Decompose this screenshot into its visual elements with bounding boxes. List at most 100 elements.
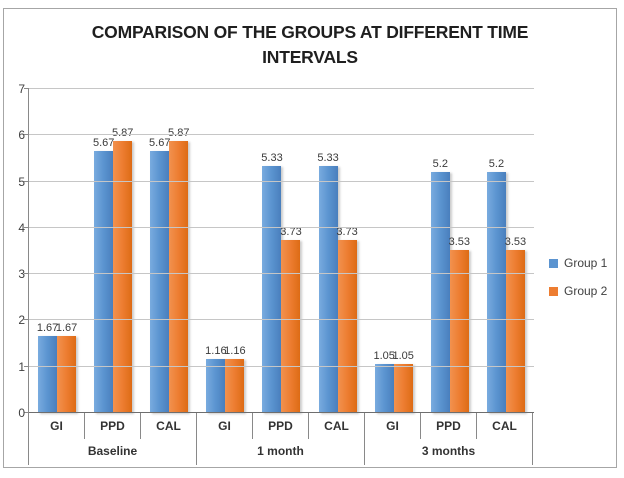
bar-cell: 5.2 3.53 [478,89,534,413]
legend-label: Group 2 [564,284,608,298]
plot-area: 1.671.675.675.875.675.871.161.165.333.73… [18,82,534,420]
gridline [29,273,534,275]
bar: 5.2 [430,158,450,413]
y-axis-label: 7 [18,82,25,96]
group-label: Baseline [87,444,138,458]
bar: 5.87 [112,127,133,413]
bar-data-label: 1.67 [55,321,78,334]
category-label: PPD [420,413,476,439]
category-label: GI [218,419,231,433]
bar: 5.87 [168,127,189,413]
category-row: GI PPD CAL [29,413,196,439]
bar-data-label: 3.73 [336,226,358,239]
bar-data-label: 1.05 [392,350,414,363]
gridline [29,319,534,321]
category-label: PPD [252,413,308,439]
bar: 1.16 [205,345,227,413]
y-axis-label: 5 [18,174,25,189]
category-label: GI [50,419,63,433]
bar: 3.73 [280,226,302,413]
gridline [29,180,534,182]
y-axis-tick [24,412,29,413]
y-axis-tick [24,365,29,367]
y-axis-label: 4 [18,220,25,235]
gridline [29,365,534,367]
bar-data-label: 1.05 [373,350,395,363]
bar-data-label: 5.87 [168,127,189,139]
y-axis-label: 2 [18,313,25,328]
chart-frame: COMPARISON OF THE GROUPS AT DIFFERENT TI… [3,8,617,468]
y-axis-tick [24,319,29,321]
legend-label: Group 1 [564,256,608,270]
bar: 3.53 [449,236,470,413]
bar-group: 1.16 1.16 5.33 3.73 5.33 3.73 [197,89,365,413]
legend: Group 1 Group 2 [549,256,607,298]
category-label: CAL [140,413,196,439]
legend-swatch-icon [549,258,558,268]
x-axis-group: GI PPD CAL 1 month [196,413,364,465]
bar: 1.16 [224,345,246,413]
y-axis-label: 6 [18,128,25,143]
bar: 5.67 [93,137,114,413]
bar-cell: 5.675.87 [141,89,197,413]
legend-item: Group 1 [549,256,607,270]
category-row: GI PPD CAL [197,413,364,439]
bar-cell: 5.33 3.73 [253,89,309,413]
bar-data-label: 1.67 [36,321,59,334]
bar: 5.2 [486,158,506,413]
bar-cell: 1.16 1.16 [197,89,253,413]
bar-cell: 5.675.87 [85,89,141,413]
bar: 1.67 [37,322,58,413]
bar-data-label: 1.16 [205,345,227,358]
bar-data-label: 5.87 [112,127,133,139]
gridline [29,412,534,413]
bar: 3.53 [505,236,526,413]
bar: 5.67 [149,137,170,413]
y-axis-label: 3 [18,267,25,282]
bar: 5.33 [261,152,283,413]
bar-cell: 5.33 3.73 [310,89,366,413]
bar-group: 1.671.675.675.875.675.87 [29,89,197,413]
bar: 1.05 [373,350,395,413]
category-label: CAL [308,413,364,439]
x-axis-group: GI PPD CAL 3 months [364,413,533,465]
bar-data-label: 1.16 [224,345,246,358]
bar-cell: 1.67 1.67 [29,89,85,413]
bar-data-label: 5.2 [432,158,448,171]
bar-data-label: 5.33 [261,152,283,165]
bar: 3.73 [336,226,358,413]
y-axis-tick [24,88,29,89]
category-label: CAL [476,413,532,439]
y-axis-tick [24,180,29,182]
category-label: GI [386,419,399,433]
x-axis-group: GI PPD CAL Baseline [28,413,196,465]
chart-title: COMPARISON OF THE GROUPS AT DIFFERENT TI… [91,22,529,68]
gridline [29,134,534,136]
y-axis-label: 0 [18,406,25,420]
bar-data-label: 3.73 [280,226,302,239]
category-row: GI PPD CAL [365,413,532,439]
gridline [29,226,534,228]
bars-layer: 1.671.675.675.875.675.871.161.165.333.73… [29,89,534,413]
y-axis-tick [24,134,29,136]
y-axis-tick [24,273,29,275]
bar-cell: 5.2 3.53 [422,89,478,413]
bar-data-label: 3.53 [448,235,471,248]
y-axis-tick [24,226,29,228]
category-label: PPD [84,413,140,439]
bar-data-label: 3.53 [504,235,527,248]
group-label: 1 month [257,444,304,458]
bar-data-label: 5.2 [488,158,505,171]
y-axis-label: 1 [18,359,25,374]
gridline [29,88,534,89]
bar-group: 1.05 1.05 5.2 3.53 5.2 3.53 [366,89,534,413]
bar-data-label: 5.67 [92,136,115,149]
bar: 1.67 [56,322,77,413]
bar: 1.05 [392,350,414,413]
bar-data-label: 5.33 [317,152,339,165]
bar-data-label: 5.67 [149,136,171,149]
group-label: 3 months [421,444,476,458]
x-axis: GI PPD CAL Baseline GI PPD CAL 1 month GI PPD CAL 3… [28,413,533,465]
legend-item: Group 2 [549,284,607,298]
bar: 5.33 [317,152,339,413]
